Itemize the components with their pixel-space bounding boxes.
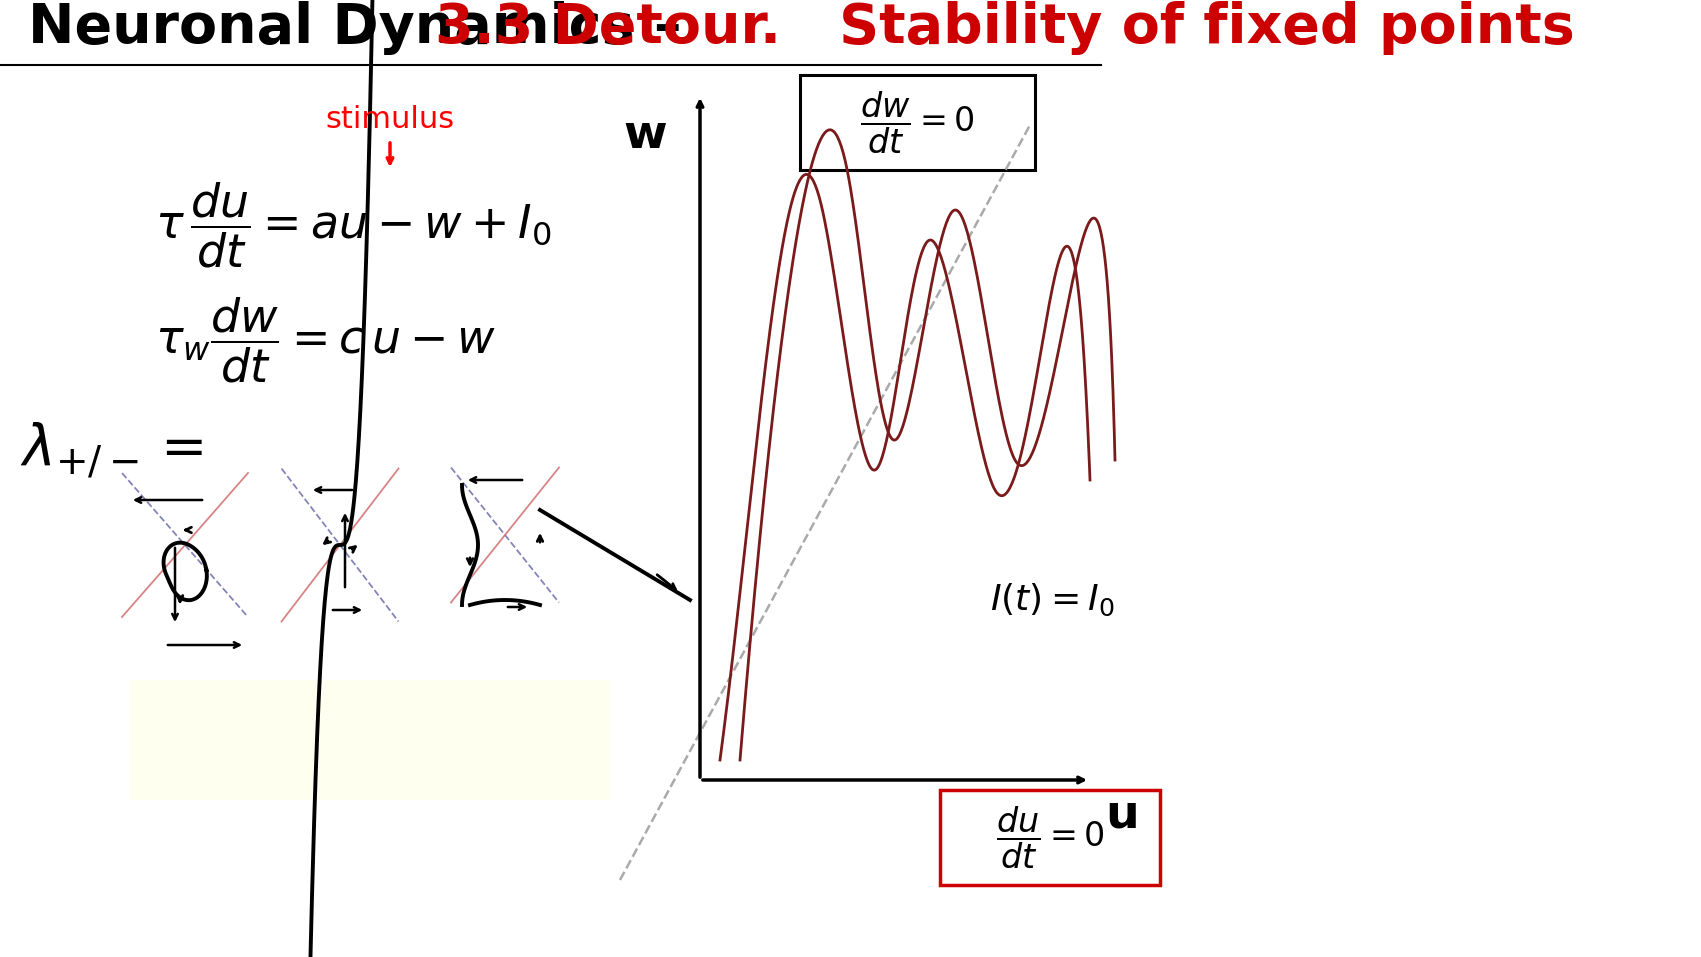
Bar [799, 75, 1034, 170]
Text: u: u [1106, 792, 1138, 837]
Bar [129, 680, 611, 800]
Text: $\lambda_{+/-} =$: $\lambda_{+/-} =$ [20, 420, 204, 479]
Text: Neuronal Dynamics –: Neuronal Dynamics – [27, 1, 701, 55]
Text: $\dfrac{dw}{dt} = 0$: $\dfrac{dw}{dt} = 0$ [861, 89, 975, 156]
Text: stimulus: stimulus [325, 105, 454, 135]
Text: $\dfrac{du}{dt} = 0$: $\dfrac{du}{dt} = 0$ [995, 804, 1104, 871]
Text: $\tau \, \dfrac{du}{dt} = au - w + I_0$: $\tau \, \dfrac{du}{dt} = au - w + I_0$ [155, 180, 551, 270]
Text: $\tau_w \dfrac{dw}{dt} = c\,u - w$: $\tau_w \dfrac{dw}{dt} = c\,u - w$ [155, 296, 497, 385]
Text: 3.3 Detour.   Stability of fixed points: 3.3 Detour. Stability of fixed points [435, 1, 1575, 55]
Text: w: w [623, 113, 667, 158]
Text: $I(t)=I_0$: $I(t)=I_0$ [990, 582, 1114, 618]
Bar [941, 790, 1160, 885]
